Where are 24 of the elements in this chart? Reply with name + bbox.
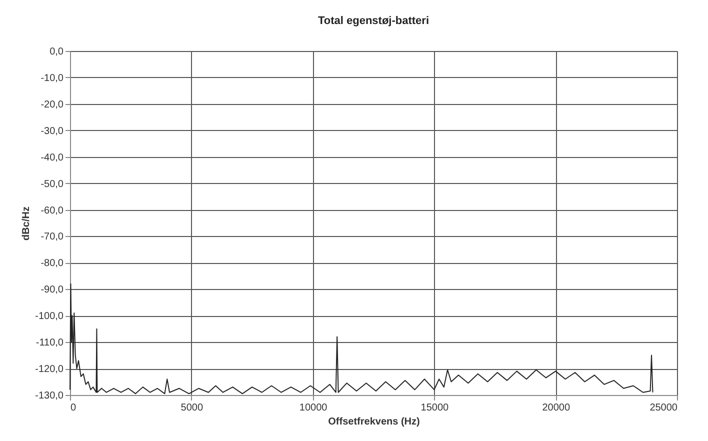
y-tick-label: 0,0 [50,46,64,58]
x-tick-label: 0 [70,402,76,414]
y-tick-label: -70,0 [40,232,64,243]
y-tick-label: -120,0 [35,364,64,376]
x-tick-label: 15000 [420,402,450,414]
x-tick-label: 10000 [299,402,328,414]
x-axis-title: Offsetfrekvens (Hz) [328,416,420,428]
x-tick-label: 5000 [180,402,204,414]
y-tick-label: -30,0 [40,126,64,137]
y-tick-label: -100,0 [35,311,64,322]
y-tick-label: -80,0 [40,258,64,270]
x-tick-label: 20000 [542,402,570,414]
y-tick-label: -50,0 [40,178,64,190]
y-tick-label: -110,0 [36,338,64,349]
y-axis-title: dBc/Hz [21,206,32,240]
y-tick-label: -10,0 [40,72,64,84]
y-tick-label: -130,0 [35,390,64,402]
y-tick-label: -40,0 [40,152,64,164]
y-tick-label: -90,0 [40,284,64,296]
y-tick-label: -20,0 [40,99,64,110]
y-tick-label: -60,0 [40,205,64,216]
chart-title: Total egenstøj-batteri [318,15,430,27]
x-tick-label: 25000 [650,402,678,414]
line-series [70,283,654,394]
